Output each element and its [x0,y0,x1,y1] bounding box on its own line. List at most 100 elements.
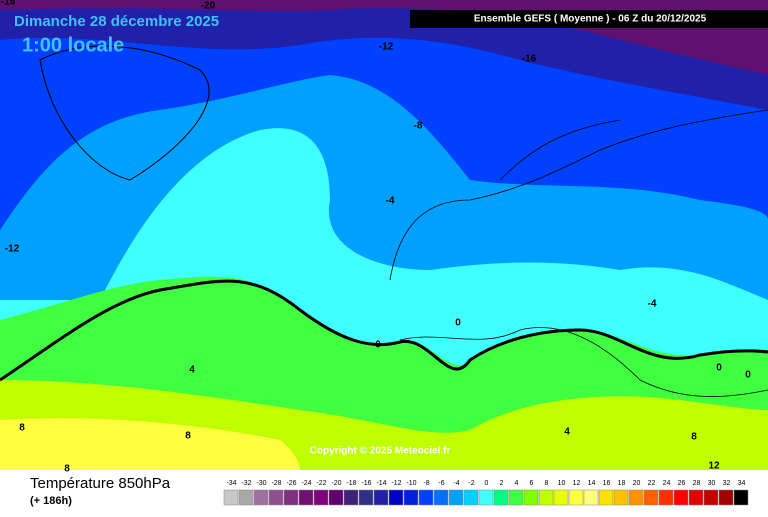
scale-label: 8 [545,480,549,487]
contour-label: 0 [375,340,381,351]
scale-swatch [343,489,359,506]
scale-label: -4 [453,480,459,487]
coastline-europe [389,109,768,397]
scale-swatch [733,489,749,506]
scale-swatch [478,489,494,506]
scale-label: 26 [678,480,686,487]
contour-label: -8 [414,121,423,132]
contour-label: -16 [1,0,16,8]
contour-labels: -16 -20 -12 -16 -8 -4 -12 0 0 -4 0 0 4 4 8 8 8 12 8 [1,0,751,475]
scale-label: -12 [391,480,401,487]
scale-label: -16 [361,480,371,487]
zero-isotherm [0,279,768,382]
scale-swatch [523,489,539,506]
contour-label: -4 [386,196,395,207]
scale-swatch [703,489,719,506]
scale-label: 18 [618,480,626,487]
contour-label: 4 [189,365,195,376]
scale-label: -28 [271,480,281,487]
scale-swatch [253,489,269,506]
model-info: Ensemble GEFS ( Moyenne ) - 06 Z du 20/1… [474,14,707,25]
scale-label: 14 [588,480,596,487]
scale-label: -24 [301,480,311,487]
scale-swatch [643,489,659,506]
scale-label: -6 [438,480,444,487]
scale-swatch [673,489,689,506]
scale-swatch [493,489,509,506]
scale-swatch [373,489,389,506]
contour-label: 8 [19,423,25,434]
scale-label: 32 [723,480,731,487]
contour-label: 4 [564,427,570,438]
contour-label: -16 [522,54,537,65]
date: Dimanche 28 décembre 2025 [14,13,219,30]
scale-swatch [283,489,299,506]
contour-label: -20 [201,1,216,12]
zone-yellow [0,418,300,470]
scale-label: -34 [226,480,236,487]
scale-swatch [718,489,734,506]
local-time: 1:00 locale [22,34,124,56]
scale-swatch [658,489,674,506]
scale-label: -10 [406,480,416,487]
scale-swatch [313,489,329,506]
contour-label: 8 [185,431,191,442]
scale-label: -18 [346,480,356,487]
scale-swatch [388,489,404,506]
scale-swatch [553,489,569,506]
scale-swatch [433,489,449,506]
contour-label: 8 [691,432,697,443]
scale-label: -30 [256,480,266,487]
scale-label: 30 [708,480,716,487]
scale-swatch [568,489,584,506]
scale-swatch [328,489,344,506]
scale-label: 28 [693,480,701,487]
scale-label: 0 [485,480,489,487]
scale-label: -20 [331,480,341,487]
scale-swatch [403,489,419,506]
scale-label: -26 [286,480,296,487]
scale-label: -8 [423,480,429,487]
footer-lead: (+ 186h) [30,495,72,507]
scale-swatch [463,489,479,506]
scale-swatch [613,489,629,506]
zone-dark-blue [0,8,768,110]
scale-label: 24 [663,480,671,487]
scale-swatch [688,489,704,506]
scale-swatch [268,489,284,506]
scale-swatch [298,489,314,506]
contour-label: -12 [5,244,20,255]
scale-swatch [358,489,374,506]
scale-swatch [583,489,599,506]
copyright: Copyright © 2025 Meteociel.fr [310,446,451,457]
contour-label: 0 [745,370,751,381]
scale-label: -32 [241,480,251,487]
scale-swatch [598,489,614,506]
scale-swatch [628,489,644,506]
scale-swatch [448,489,464,506]
scale-label: 20 [633,480,641,487]
scale-label: 34 [738,480,746,487]
contour-label: 8 [64,464,70,475]
color-scale: -34 -32 -30 -28 -26 -24 -22 -20 -18 -16 -14 -12 -10-… [223,480,749,506]
scale-swatch [223,489,239,506]
contour-label: -4 [648,299,657,310]
contour-label: 0 [716,363,722,374]
scale-label: 12 [573,480,581,487]
footer-title: Température 850hPa [30,475,171,492]
contour-label: -12 [379,42,394,53]
scale-label: -22 [316,480,326,487]
scale-label: 6 [530,480,534,487]
scale-swatch [238,489,254,506]
scale-label: 22 [648,480,656,487]
contour-label: 12 [708,461,720,472]
model-banner [410,10,768,28]
scale-label: 4 [515,480,519,487]
scale-label: -2 [468,480,474,487]
scale-swatch [538,489,554,506]
scale-label: -14 [376,480,386,487]
scale-swatch [508,489,524,506]
scale-swatch [418,489,434,506]
